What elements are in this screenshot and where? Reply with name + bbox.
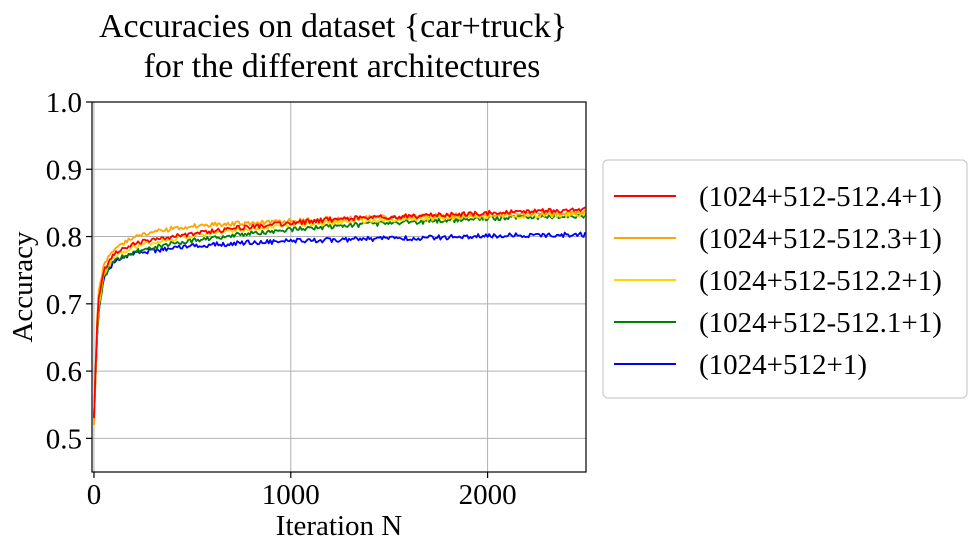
legend-box [602,159,968,399]
chart-title-line-1: Accuracies on dataset {car+truck} [99,8,567,45]
axis-ticks: 0.5 0.6 0.7 0.8 0.9 1.0 0 1000 2000 [46,87,517,511]
plot-area: 0.5 0.6 0.7 0.8 0.9 1.0 0 1000 2000 [46,87,587,511]
y-tick-label: 0.6 [46,356,82,388]
legend-label: (1024+512+1) [699,349,867,381]
legend-label: (1024+512-512.2+1) [699,265,942,297]
y-tick-label: 0.8 [46,222,82,254]
x-tick-label: 2000 [459,479,517,511]
chart-title-line-2: for the different architectures [144,48,541,85]
x-axis-label: Iteration N [276,510,402,542]
y-tick-label: 1.0 [46,87,82,119]
y-tick-label: 0.5 [46,423,82,455]
x-tick-label: 0 [87,479,102,511]
series-line [93,206,586,419]
legend-label: (1024+512-512.3+1) [699,223,942,255]
y-axis-label: Accuracy [7,231,39,343]
series-lines [93,206,586,425]
series-line [93,231,586,419]
legend-label: (1024+512-512.1+1) [699,307,942,339]
legend-label: (1024+512-512.4+1) [699,181,942,213]
y-tick-label: 0.7 [46,289,82,321]
x-tick-label: 1000 [262,479,320,511]
y-tick-label: 0.9 [46,154,82,186]
legend: (1024+512-512.4+1) (1024+512-512.3+1) (102… [602,159,968,399]
plot-frame [91,101,587,473]
